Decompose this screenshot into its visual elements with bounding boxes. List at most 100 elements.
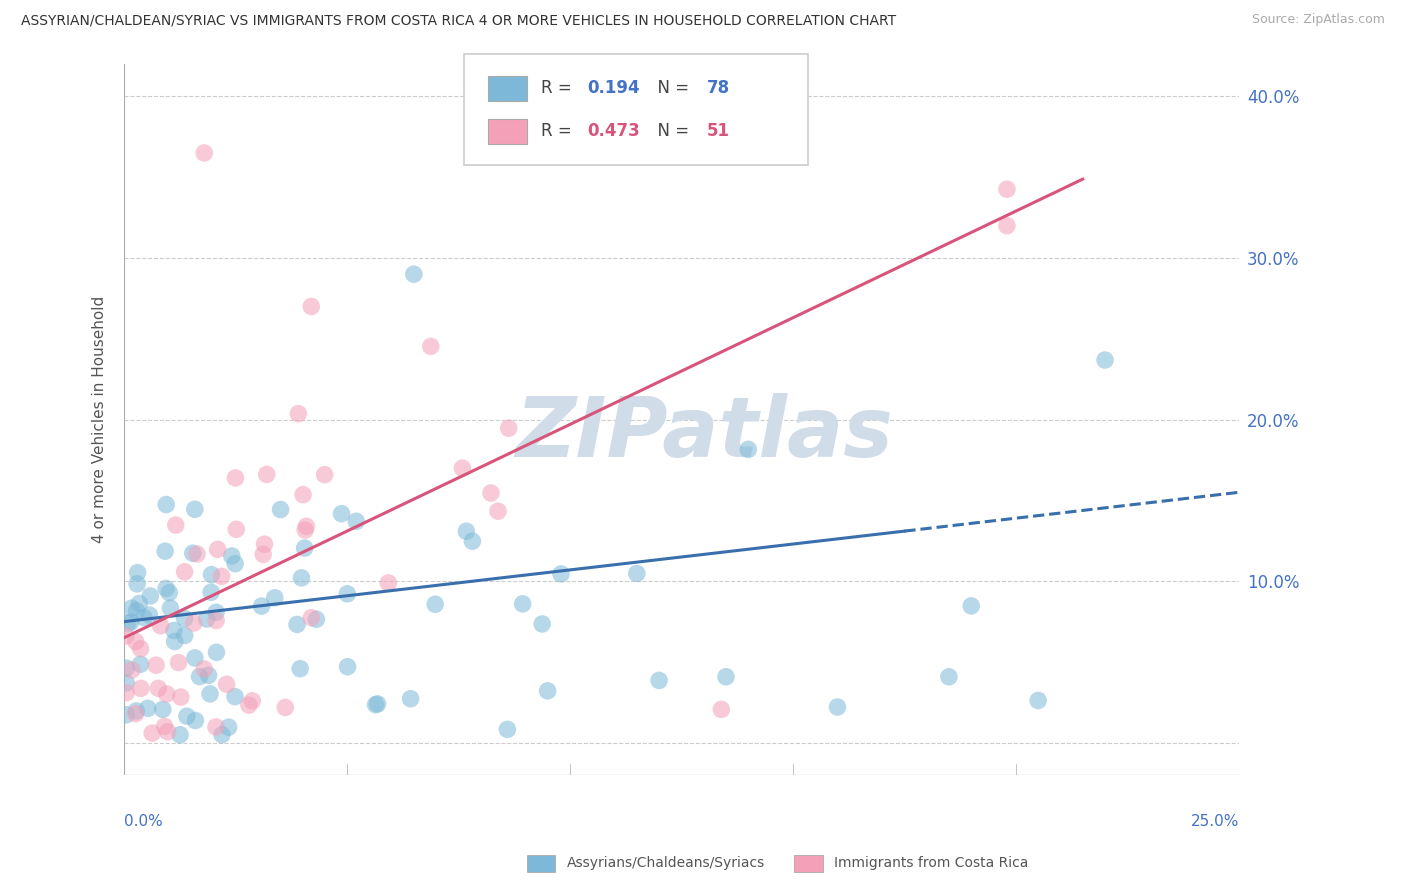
Point (960, 599, 983, 613)
Text: ASSYRIAN/CHALDEAN/SYRIAC VS IMMIGRANTS FROM COSTA RICA 4 OR MORE VEHICLES IN HOU: ASSYRIAN/CHALDEAN/SYRIAC VS IMMIGRANTS F… (21, 13, 896, 28)
Point (181, 546, 204, 560)
Point (205, 614, 228, 628)
Point (256, 467, 278, 482)
Point (127, 577, 149, 591)
Point (152, 702, 174, 716)
Point (250, 599, 273, 613)
Point (263, 591, 285, 605)
Point (238, 698, 260, 712)
Point (173, 611, 195, 625)
Point (121, 601, 143, 615)
Point (211, 728, 233, 742)
Point (159, 601, 181, 615)
Point (224, 690, 246, 704)
Point (336, 659, 359, 673)
Point (176, 709, 198, 723)
Point (198, 687, 221, 701)
Point (938, 670, 960, 684)
Point (170, 690, 193, 704)
Point (153, 719, 176, 733)
Point (188, 670, 211, 684)
Point (285, 617, 308, 632)
Point (125, 604, 148, 618)
Point (531, 617, 554, 632)
Text: N =: N = (647, 79, 695, 97)
Point (139, 589, 162, 603)
Point (496, 723, 519, 737)
Text: R =: R = (541, 122, 578, 140)
Point (115, 676, 138, 690)
Point (626, 566, 648, 581)
Point (299, 300, 322, 314)
Point (336, 587, 359, 601)
Point (1026, 693, 1049, 707)
Text: Assyrians/Chaldeans/Syriacs: Assyrians/Chaldeans/Syriacs (567, 856, 765, 871)
Point (163, 624, 186, 638)
Point (292, 488, 315, 502)
Text: ZIPatlas: ZIPatlas (515, 393, 893, 475)
Point (138, 608, 160, 623)
Point (129, 657, 152, 672)
Point (156, 687, 179, 701)
Point (330, 507, 353, 521)
Point (132, 610, 155, 624)
Point (512, 597, 534, 611)
Point (184, 714, 207, 728)
Point (163, 634, 186, 648)
Point (205, 645, 228, 659)
Point (205, 720, 228, 734)
Point (648, 673, 671, 688)
Point (193, 662, 215, 676)
Text: 0.473: 0.473 (588, 122, 641, 140)
Point (205, 605, 228, 619)
Point (200, 585, 222, 599)
Point (120, 615, 142, 629)
Point (184, 502, 207, 516)
Text: 0.194: 0.194 (588, 79, 640, 97)
Point (128, 597, 150, 611)
Point (224, 557, 246, 571)
Point (270, 502, 292, 516)
Point (294, 541, 316, 555)
Point (221, 549, 243, 563)
Point (218, 720, 240, 734)
Point (486, 504, 509, 518)
Point (399, 691, 422, 706)
Point (479, 486, 502, 500)
Point (115, 686, 138, 700)
Point (461, 534, 484, 549)
Point (377, 575, 399, 590)
Point (173, 628, 195, 642)
Point (295, 519, 318, 533)
Text: N =: N = (647, 122, 695, 140)
Point (186, 547, 208, 561)
Point (153, 544, 176, 558)
Point (714, 670, 737, 684)
Point (200, 567, 222, 582)
Point (149, 618, 172, 632)
Point (156, 724, 179, 739)
Point (197, 668, 219, 682)
Point (115, 707, 138, 722)
Point (129, 641, 152, 656)
Point (550, 566, 572, 581)
Point (136, 701, 159, 715)
Point (183, 615, 205, 630)
Point (173, 565, 195, 579)
Point (995, 182, 1018, 196)
Point (402, 267, 425, 281)
Text: 25.0%: 25.0% (1191, 814, 1239, 830)
Point (288, 662, 311, 676)
Point (224, 471, 246, 485)
Point (207, 542, 229, 557)
Point (367, 697, 389, 711)
Point (141, 726, 163, 740)
Point (314, 467, 336, 482)
Point (1094, 353, 1116, 368)
Text: R =: R = (541, 79, 578, 97)
Point (124, 706, 146, 721)
Text: 51: 51 (707, 122, 730, 140)
Point (737, 442, 759, 457)
Point (419, 339, 441, 353)
Point (344, 514, 367, 528)
